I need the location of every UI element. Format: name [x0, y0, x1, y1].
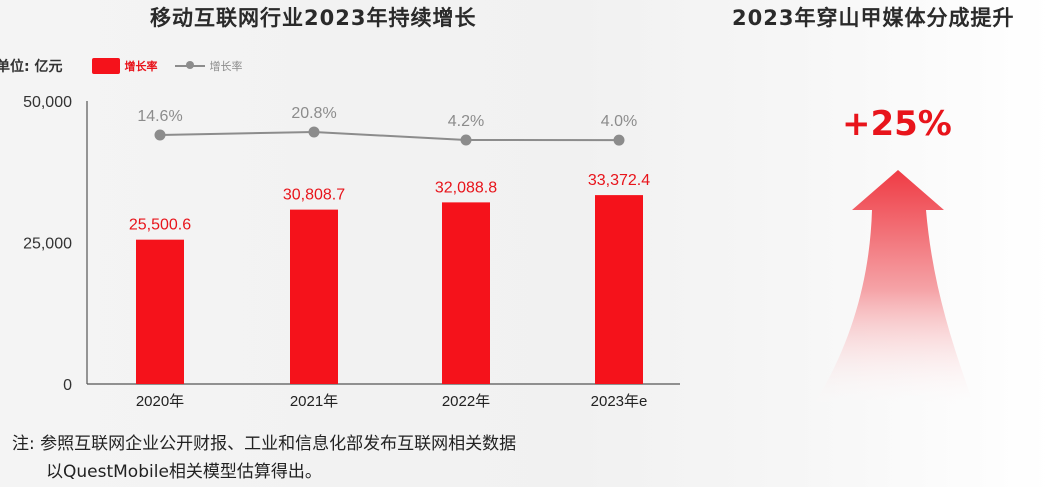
growth-point [460, 134, 472, 146]
bar-value-label: 30,808.7 [283, 187, 345, 204]
x-tick-label: 2020年 [136, 393, 184, 410]
chart-legend: 单位: 亿元 增长率 增长率 [0, 56, 242, 76]
bar-line-chart: 0 25,000 50,000 25,500.6 30,808.7 32,088.8 33,… [23, 94, 680, 410]
bar-value-label: 32,088.8 [435, 179, 497, 196]
chart-title: 移动互联网行业2023年持续增长 [150, 6, 477, 30]
y-tick-label: 50,000 [23, 94, 72, 111]
legend-line-swatch [175, 61, 206, 69]
legend-bar-label: 增长率 [124, 60, 158, 73]
growth-highlight-value: +25% [842, 104, 952, 144]
bar-value-label: 33,372.4 [588, 172, 650, 189]
growth-point [308, 126, 320, 138]
growth-rate-label: 14.6% [137, 108, 182, 125]
bar [290, 209, 338, 384]
growth-rate-label: 4.0% [601, 113, 637, 130]
growth-point [154, 129, 166, 141]
footnote-line-1: 注: 参照互联网企业公开财报、工业和信息化部发布互联网相关数据 [12, 434, 517, 454]
y-tick-label: 25,000 [23, 236, 72, 253]
bar-value-label: 25,500.6 [129, 217, 191, 234]
bar [136, 239, 184, 384]
x-tick-label: 2022年 [442, 393, 490, 410]
x-tick-label: 2021年 [290, 393, 338, 410]
growth-line [159, 130, 620, 142]
growth-arrow-icon [810, 170, 976, 410]
growth-rate-label: 20.8% [291, 105, 336, 122]
legend-bar-swatch [92, 58, 121, 74]
growth-rate-label: 4.2% [448, 113, 484, 130]
growth-point [613, 134, 625, 146]
legend-line-label: 增长率 [209, 60, 243, 73]
footnote-line-2: 以QuestMobile相关模型估算得出。 [46, 462, 322, 482]
right-panel-title: 2023年穿山甲媒体分成提升 [732, 6, 1015, 30]
x-tick-label: 2023年e [591, 393, 648, 410]
y-tick-label: 0 [63, 377, 72, 394]
unit-label: 单位: 亿元 [0, 59, 63, 75]
bar [442, 202, 490, 384]
bar [595, 195, 643, 384]
